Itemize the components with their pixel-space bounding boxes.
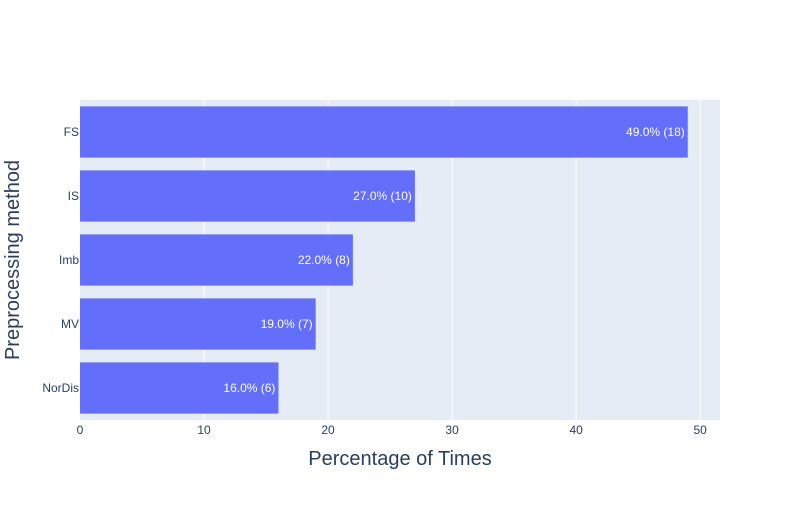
data-label-fs: 49.0% (18) [626,125,685,139]
x-tick-label: 40 [569,423,583,437]
y-tick-label-is: IS [68,189,79,203]
data-label-imb: 22.0% (8) [298,253,350,267]
bars [80,106,688,414]
x-tick-label: 30 [445,423,459,437]
y-tick-label-fs: FS [64,125,79,139]
y-axis-ticks: FS IS Imb MV NorDis [42,125,79,395]
x-tick-label: 50 [693,423,707,437]
y-tick-label-imb: Imb [59,253,79,267]
bar-mv [80,298,316,350]
bar-fs [80,106,688,158]
y-tick-label-nordis: NorDis [42,381,79,395]
data-label-mv: 19.0% (7) [261,317,313,331]
data-label-nordis: 16.0% (6) [223,381,275,395]
x-axis-ticks: 0 10 20 30 40 50 [77,423,707,437]
y-tick-label-mv: MV [61,317,79,331]
x-tick-label: 20 [321,423,335,437]
data-labels: 49.0% (18) 27.0% (10) 22.0% (8) 19.0% (7) 16… [223,125,684,395]
x-axis-title: Percentage of Times [308,448,491,470]
bar-is [80,170,415,222]
data-label-is: 27.0% (10) [353,189,412,203]
bar-nordis [80,362,279,414]
x-tick-label: 0 [77,423,84,437]
y-axis-title: Preprocessing method [2,160,24,360]
x-tick-label: 10 [197,423,211,437]
bar-imb [80,234,353,286]
